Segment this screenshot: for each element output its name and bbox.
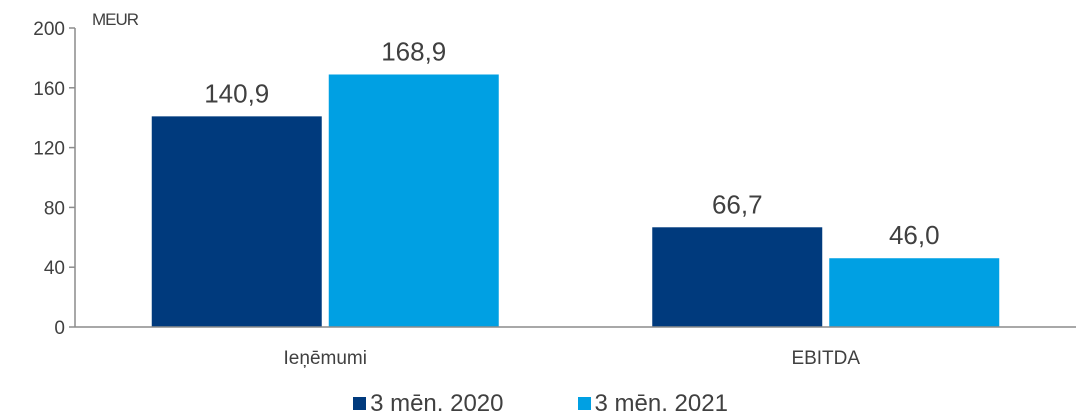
data-label: 140,9 bbox=[204, 78, 269, 108]
legend: 3 mēn. 2020 3 mēn. 2021 bbox=[0, 389, 1081, 418]
bar-chart: 0 40 80 120 160 200 MEUR 140,9 168,9 Ieņēmumi 66,7… bbox=[33, 10, 1076, 369]
data-label: 46,0 bbox=[889, 220, 940, 250]
category-label: EBITDA bbox=[791, 348, 860, 369]
category-label: Ieņēmumi bbox=[284, 348, 367, 369]
data-label: 168,9 bbox=[381, 36, 446, 66]
bar bbox=[328, 74, 499, 327]
data-label: 66,7 bbox=[712, 189, 763, 219]
bar bbox=[652, 227, 823, 327]
y-tick-label: 200 bbox=[33, 19, 65, 40]
y-unit-label: MEUR bbox=[92, 10, 139, 29]
y-tick-label: 160 bbox=[33, 79, 65, 100]
legend-item-2020: 3 mēn. 2020 bbox=[353, 389, 504, 418]
y-tick-label: 0 bbox=[54, 318, 65, 339]
legend-swatch-2021 bbox=[577, 397, 591, 410]
legend-item-2021: 3 mēn. 2021 bbox=[577, 389, 728, 418]
y-tick-label: 80 bbox=[44, 198, 65, 219]
bar bbox=[151, 116, 322, 328]
bar bbox=[829, 258, 1000, 327]
legend-label-2020: 3 mēn. 2020 bbox=[370, 389, 504, 417]
legend-swatch-2020 bbox=[353, 397, 367, 410]
y-tick-label: 40 bbox=[44, 258, 65, 279]
legend-label-2021: 3 mēn. 2021 bbox=[594, 389, 728, 417]
y-tick-label: 120 bbox=[33, 139, 65, 160]
